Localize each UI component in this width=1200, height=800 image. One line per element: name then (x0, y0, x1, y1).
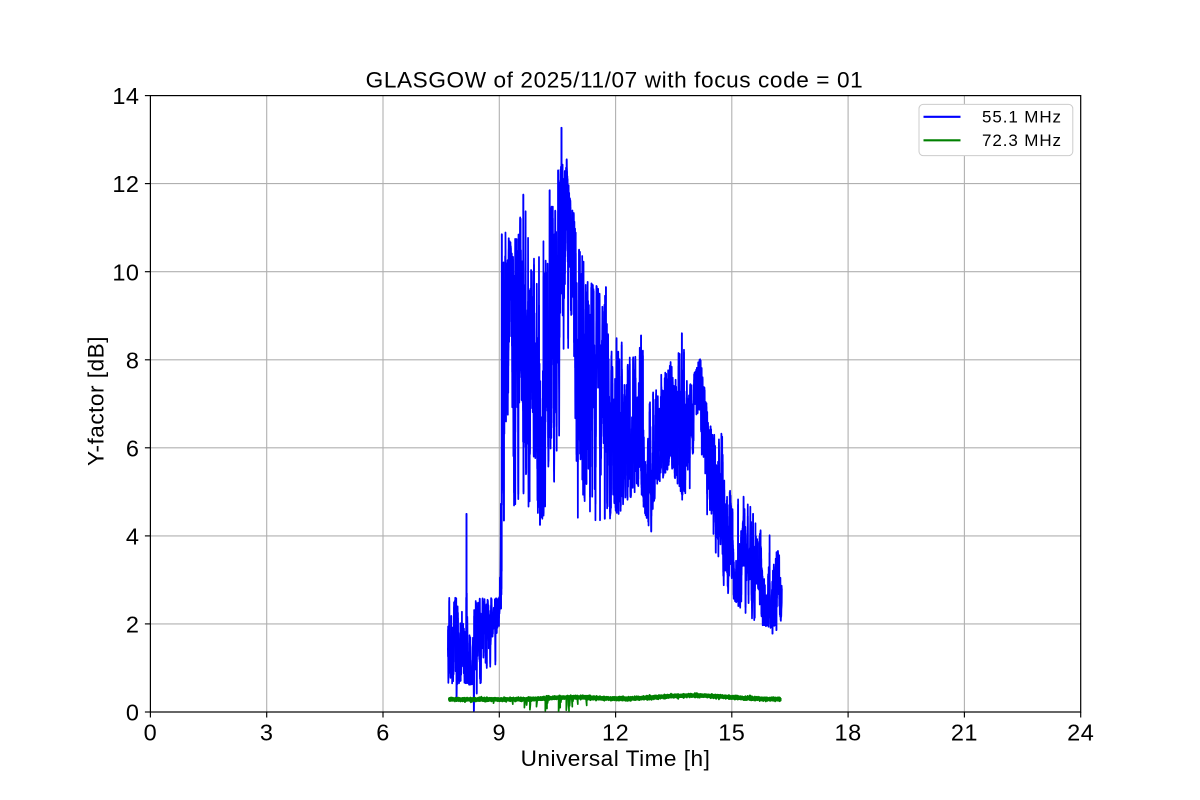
svg-text:Universal Time [h]: Universal Time [h] (521, 746, 711, 771)
svg-text:18: 18 (835, 720, 862, 746)
svg-text:2: 2 (126, 612, 140, 638)
svg-text:55.1 MHz: 55.1 MHz (982, 108, 1062, 127)
svg-text:6: 6 (126, 435, 140, 461)
svg-text:21: 21 (951, 720, 978, 746)
svg-text:6: 6 (376, 720, 390, 746)
svg-text:12: 12 (112, 171, 139, 197)
svg-text:14: 14 (112, 83, 139, 109)
svg-text:4: 4 (126, 524, 140, 550)
svg-text:0: 0 (126, 700, 140, 726)
svg-text:GLASGOW of 2025/11/07 with foc: GLASGOW of 2025/11/07 with focus code = … (366, 68, 864, 93)
svg-text:Y-factor [dB]: Y-factor [dB] (84, 336, 109, 466)
svg-text:24: 24 (1067, 720, 1094, 746)
svg-text:8: 8 (126, 347, 140, 373)
svg-text:10: 10 (112, 259, 139, 285)
svg-text:0: 0 (144, 720, 158, 746)
svg-text:72.3 MHz: 72.3 MHz (982, 131, 1062, 150)
svg-text:3: 3 (260, 720, 274, 746)
svg-text:9: 9 (493, 720, 507, 746)
svg-text:15: 15 (718, 720, 745, 746)
svg-text:12: 12 (602, 720, 629, 746)
